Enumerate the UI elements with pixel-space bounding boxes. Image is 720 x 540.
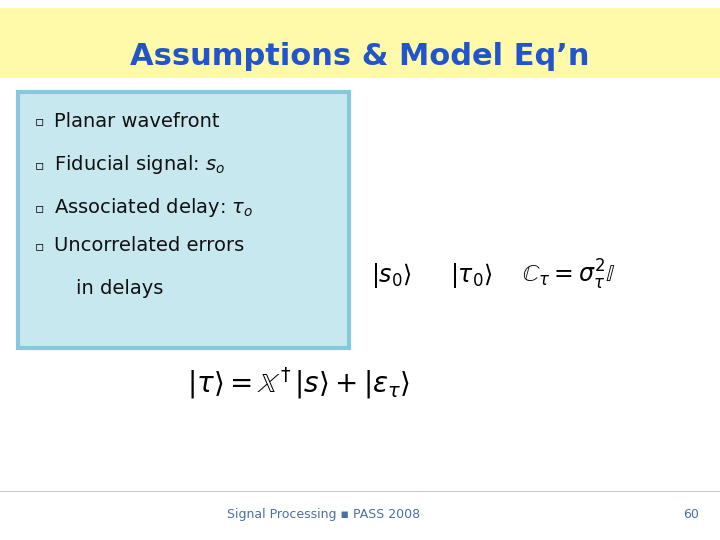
FancyBboxPatch shape <box>0 8 720 78</box>
Text: $|\tau\rangle = \mathbb{X}^\dagger|s\rangle + |\epsilon_\tau\rangle$: $|\tau\rangle = \mathbb{X}^\dagger|s\ran… <box>187 366 410 401</box>
Text: Assumptions & Model Eq’n: Assumptions & Model Eq’n <box>130 42 590 71</box>
FancyBboxPatch shape <box>18 92 349 348</box>
Text: Planar wavefront: Planar wavefront <box>54 112 220 131</box>
Text: $|s_0\rangle$: $|s_0\rangle$ <box>371 261 411 290</box>
Text: Fiducial signal: $s_o$: Fiducial signal: $s_o$ <box>54 153 225 176</box>
Text: Associated delay: $\tau_o$: Associated delay: $\tau_o$ <box>54 197 253 219</box>
Text: $\mathbb{C}_{\tau} = \sigma_{\tau}^2 \mathbb{I}$: $\mathbb{C}_{\tau} = \sigma_{\tau}^2 \ma… <box>522 258 616 293</box>
Text: in delays: in delays <box>76 279 163 299</box>
Text: ▫: ▫ <box>35 158 44 172</box>
Text: ▫: ▫ <box>35 239 44 253</box>
Text: Signal Processing ▪ PASS 2008: Signal Processing ▪ PASS 2008 <box>228 508 420 521</box>
Text: 60: 60 <box>683 508 699 521</box>
Text: $|\tau_0\rangle$: $|\tau_0\rangle$ <box>450 261 492 290</box>
Text: ▫: ▫ <box>35 201 44 215</box>
Text: ▫: ▫ <box>35 114 44 129</box>
Text: Uncorrelated errors: Uncorrelated errors <box>54 236 244 255</box>
